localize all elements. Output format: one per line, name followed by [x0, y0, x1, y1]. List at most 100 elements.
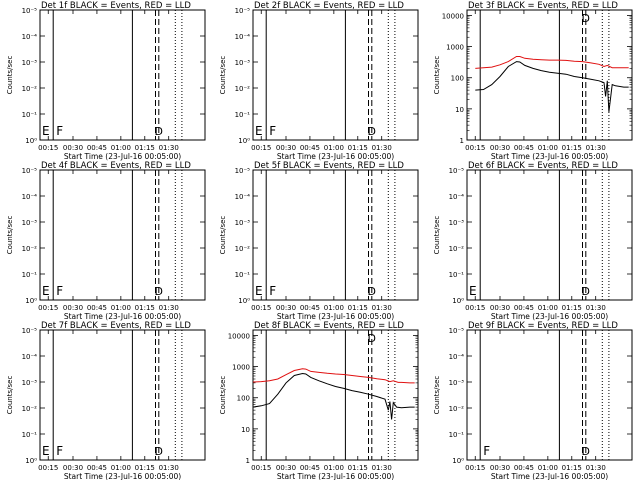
y-axis-label: Counts/sec [433, 56, 441, 95]
x-tick-label: 00:15 [465, 304, 485, 312]
y-tick-label: 1 [460, 137, 464, 145]
y-tick-label: 100 [451, 75, 464, 83]
detector-panel-8: Det 8f BLACK = Events, RED = LLD Counts/s… [219, 321, 419, 480]
x-tick-label: 00:15 [38, 464, 58, 472]
marker-d-label: D [582, 12, 590, 25]
x-tick-label: 01:15 [562, 464, 582, 472]
y-tick-label: 10⁻³ [235, 59, 251, 67]
y-tick-label: 10⁻² [22, 85, 38, 93]
x-tick-label: 00:45 [514, 144, 534, 152]
x-tick-label: 01:30 [159, 144, 179, 152]
x-tick-label: 01:30 [586, 304, 606, 312]
marker-e-label: E [469, 284, 477, 298]
plot-title: Det 4f BLACK = Events, RED = LLD [41, 161, 191, 171]
plot-title: Det 3f BLACK = Events, RED = LLD [468, 1, 618, 11]
plot-title: Det 6f BLACK = Events, RED = LLD [468, 161, 618, 171]
x-tick-label: 01:00 [538, 144, 558, 152]
plot-title: Det 8f BLACK = Events, RED = LLD [254, 321, 404, 331]
x-axis-label: Start Time (23-Jul-16 00:05:00) [64, 472, 181, 480]
x-tick-label: 01:30 [159, 464, 179, 472]
y-tick-label: 10⁻³ [22, 219, 38, 227]
y-axis-label: Counts/sec [219, 216, 227, 255]
x-tick-label: 01:30 [586, 144, 606, 152]
y-tick-label: 100 [237, 395, 250, 403]
y-axis-label: Counts/sec [219, 376, 227, 415]
x-tick-label: 00:45 [514, 304, 534, 312]
x-tick-label: 01:00 [538, 464, 558, 472]
y-tick-label: 10⁻³ [449, 219, 465, 227]
y-tick-label: 10⁻¹ [22, 431, 38, 439]
y-tick-label: 10⁰ [25, 137, 37, 145]
marker-d-label: D [155, 125, 163, 138]
x-tick-label: 00:30 [63, 144, 83, 152]
x-tick-label: 01:30 [159, 304, 179, 312]
marker-f-label: F [269, 284, 276, 298]
y-tick-label: 10⁻⁵ [22, 7, 38, 15]
plot-title: Det 5f BLACK = Events, RED = LLD [254, 161, 404, 171]
x-tick-label: 00:45 [300, 464, 320, 472]
marker-e-label: E [42, 444, 50, 458]
y-axis-label: Counts/sec [6, 216, 14, 255]
detector-panel-3: Det 3f BLACK = Events, RED = LLD Counts/s… [433, 1, 633, 161]
y-tick-label: 10⁻⁴ [235, 193, 251, 201]
y-tick-label: 10⁻¹ [22, 111, 38, 119]
x-tick-label: 01:15 [135, 464, 155, 472]
y-tick-label: 10⁻⁴ [449, 353, 465, 361]
marker-d-label: D [368, 285, 376, 298]
y-tick-label: 10⁰ [25, 457, 37, 465]
x-tick-label: 00:45 [87, 464, 107, 472]
series-line-events [252, 372, 415, 420]
y-tick-label: 10⁻³ [22, 59, 38, 67]
x-tick-label: 00:15 [38, 304, 58, 312]
x-tick-label: 00:15 [251, 304, 271, 312]
series-line-events [475, 61, 629, 112]
x-tick-label: 00:30 [63, 304, 83, 312]
y-tick-label: 10⁻¹ [235, 271, 251, 279]
x-tick-label: 00:45 [87, 144, 107, 152]
y-tick-label: 10⁻³ [449, 379, 465, 387]
x-tick-label: 01:00 [111, 464, 131, 472]
y-tick-label: 10⁻² [235, 245, 251, 253]
x-tick-label: 00:30 [490, 464, 510, 472]
plot-frame [252, 329, 419, 461]
y-axis-label: Counts/sec [433, 376, 441, 415]
x-axis-label: Start Time (23-Jul-16 00:05:00) [64, 152, 181, 161]
y-tick-label: 10⁰ [238, 297, 250, 305]
plot-title: Det 1f BLACK = Events, RED = LLD [41, 1, 191, 11]
y-tick-label: 10 [241, 426, 250, 434]
plot-frame [252, 169, 419, 301]
x-tick-label: 01:00 [324, 464, 344, 472]
y-tick-label: 10⁰ [238, 137, 250, 145]
series-line-lld [475, 56, 629, 69]
y-tick-label: 10000 [228, 332, 250, 340]
plot-frame [466, 329, 633, 461]
y-tick-label: 10⁰ [452, 457, 464, 465]
y-tick-label: 10 [455, 106, 464, 114]
x-tick-label: 00:30 [276, 144, 296, 152]
y-tick-label: 10⁻² [22, 405, 38, 413]
x-tick-label: 01:00 [111, 144, 131, 152]
y-tick-label: 1000 [232, 364, 250, 372]
x-tick-label: 00:30 [490, 144, 510, 152]
marker-e-label: E [255, 124, 263, 138]
y-tick-label: 10⁻² [449, 245, 465, 253]
plot-frame [39, 9, 206, 141]
marker-d-label: D [582, 445, 590, 458]
y-tick-label: 10⁻¹ [235, 111, 251, 119]
marker-f-label: F [269, 124, 276, 138]
marker-f-label: F [56, 284, 63, 298]
x-tick-label: 00:30 [63, 464, 83, 472]
marker-d-label: D [155, 445, 163, 458]
x-tick-label: 00:45 [300, 144, 320, 152]
plot-frame [39, 329, 206, 461]
y-tick-label: 10⁻⁴ [22, 193, 38, 201]
x-tick-label: 00:15 [465, 464, 485, 472]
plot-title: Det 7f BLACK = Events, RED = LLD [41, 321, 191, 331]
y-tick-label: 10⁻⁴ [22, 353, 38, 361]
y-tick-label: 10⁻³ [235, 219, 251, 227]
y-tick-label: 10⁻³ [22, 379, 38, 387]
y-tick-label: 10⁰ [25, 297, 37, 305]
x-tick-label: 00:30 [276, 304, 296, 312]
y-axis-label: Counts/sec [6, 376, 14, 415]
x-tick-label: 01:00 [538, 304, 558, 312]
